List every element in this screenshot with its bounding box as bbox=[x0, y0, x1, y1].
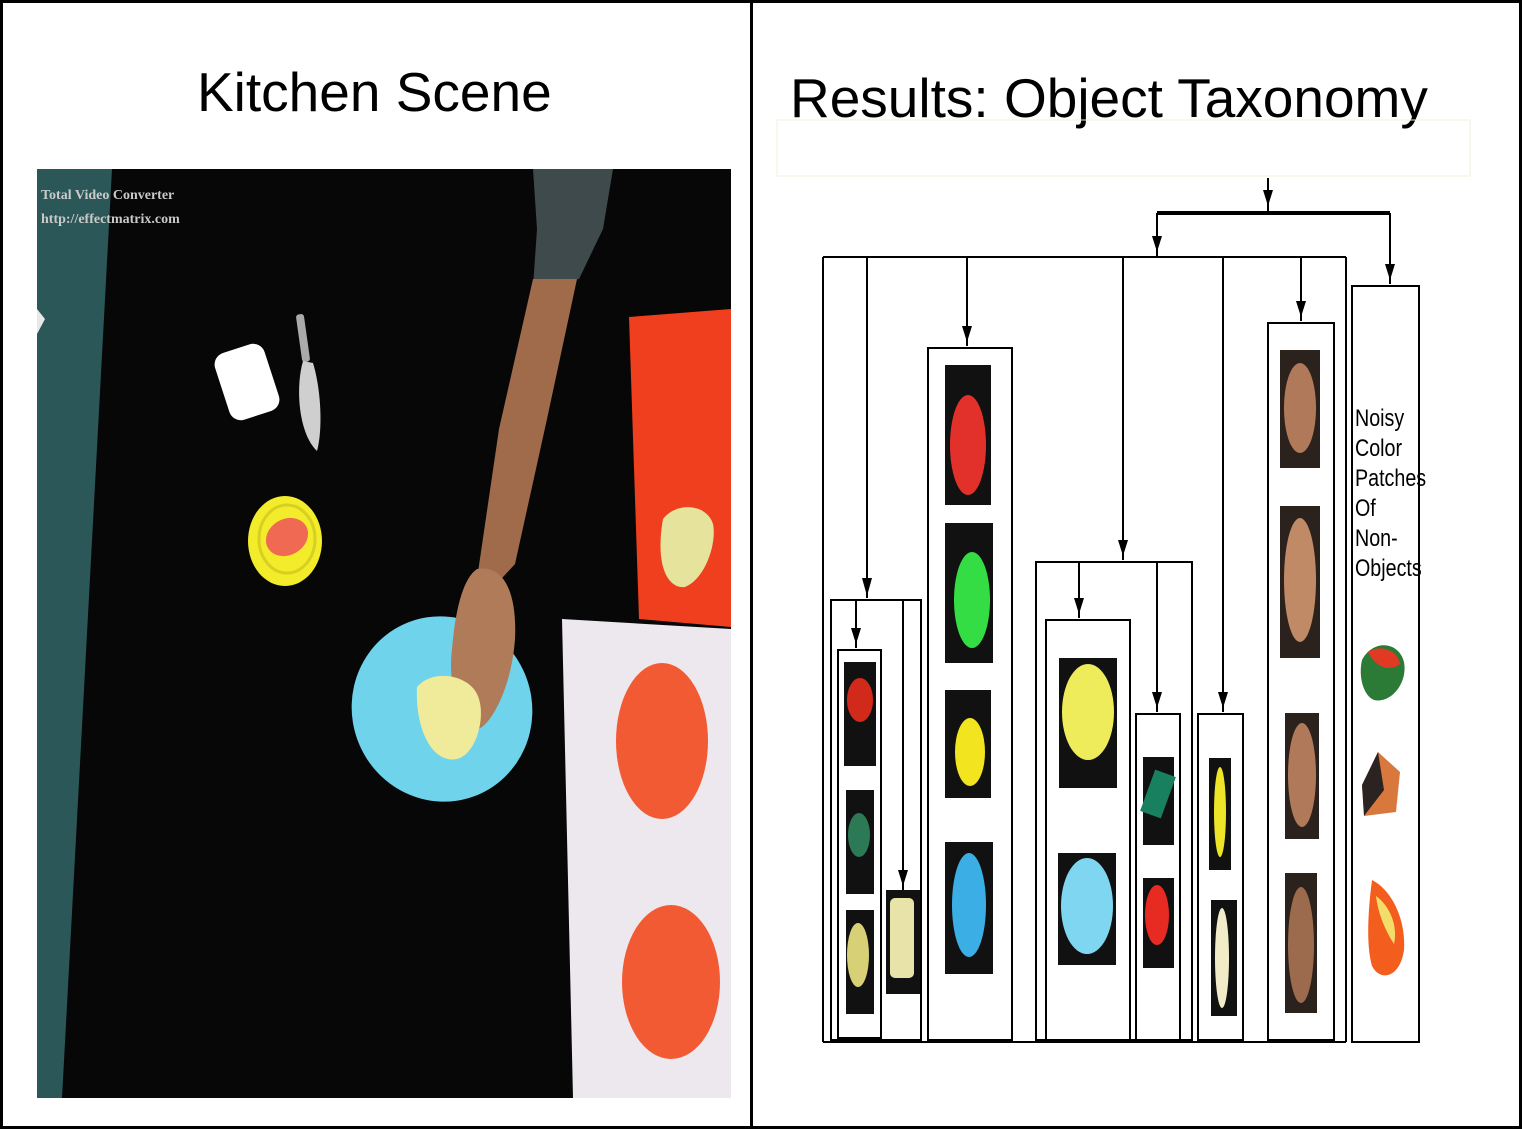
sleeve bbox=[533, 169, 613, 287]
held-food bbox=[416, 675, 481, 760]
orange-circle-bottom bbox=[622, 905, 720, 1059]
taxonomy-tree bbox=[776, 119, 1471, 1043]
toast bbox=[660, 507, 714, 588]
object-taxonomy-title: Results: Object Taxonomy bbox=[790, 67, 1428, 129]
teal-wall bbox=[37, 169, 112, 1098]
noisy-line-1: Noisy bbox=[1355, 405, 1405, 432]
thumbnails bbox=[844, 350, 1405, 1016]
kitchen-scene-title: Kitchen Scene bbox=[197, 61, 552, 123]
tree-lines bbox=[776, 119, 1471, 1043]
corner-object bbox=[37, 309, 45, 334]
watermark-line1: Total Video Converter bbox=[41, 188, 174, 203]
arrowheads bbox=[851, 190, 1395, 886]
watermark-line2: http://effectmatrix.com bbox=[41, 212, 180, 227]
arm bbox=[477, 279, 577, 589]
noisy-line-2: Color bbox=[1355, 435, 1403, 462]
noisy-line-5: Non- bbox=[1355, 525, 1398, 552]
noisy-color-patches-label: Noisy Color Patches Of Non- Objects bbox=[1355, 404, 1426, 584]
white-box bbox=[214, 343, 280, 421]
panel-divider bbox=[750, 0, 753, 1129]
knife-blade bbox=[299, 361, 321, 451]
orange-circle-top bbox=[616, 663, 708, 819]
noisy-line-6: Objects bbox=[1355, 555, 1422, 582]
noisy-line-4: Of bbox=[1355, 495, 1376, 522]
salmon-slice bbox=[265, 517, 309, 557]
kitchen-scene-image: Total Video Converter http://effectmatri… bbox=[37, 169, 731, 1098]
knife-handle bbox=[296, 314, 310, 362]
noisy-line-3: Patches bbox=[1355, 465, 1427, 492]
